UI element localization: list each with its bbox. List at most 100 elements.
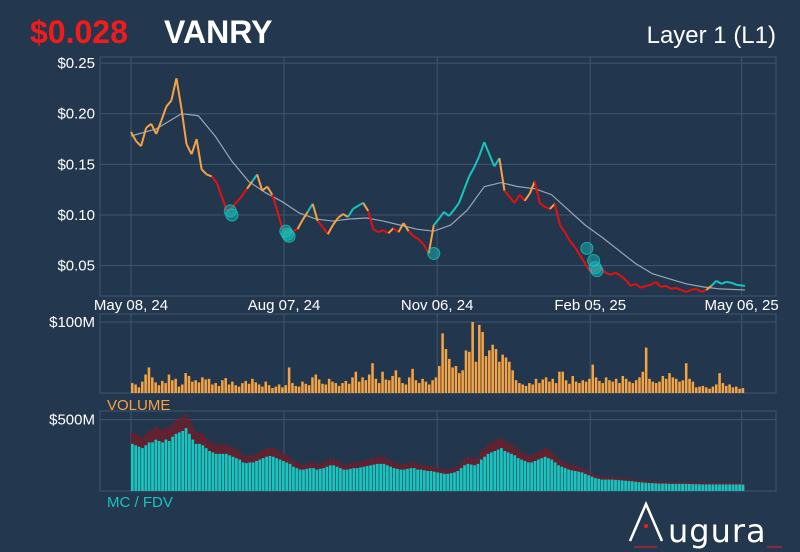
mc-bar: [332, 465, 336, 491]
mc-bar: [446, 473, 450, 491]
volume-bar: [307, 385, 311, 393]
mc-bar: [281, 461, 285, 491]
price-segment: [347, 208, 354, 218]
volume-bar: [361, 377, 364, 393]
volume-bar: [741, 388, 745, 393]
mc-bar: [674, 483, 678, 491]
volume-bar: [377, 383, 381, 393]
price-segment: [539, 202, 546, 208]
price-segment: [605, 271, 611, 276]
price-segment: [130, 131, 137, 142]
mc-bar: [396, 468, 399, 491]
mc-bar: [644, 482, 648, 491]
mc-bar: [490, 452, 493, 491]
volume-bar: [724, 385, 728, 393]
volume-bar: [721, 383, 725, 393]
volume-bar: [678, 381, 681, 393]
price-segment: [135, 140, 142, 147]
price-segment: [337, 213, 344, 219]
volume-bar: [321, 383, 324, 393]
volume-chart: $100M VOLUME: [49, 313, 777, 414]
price-segment: [362, 202, 370, 212]
price-segment: [553, 203, 561, 226]
volume-bar: [384, 379, 388, 393]
mc-bar: [298, 469, 302, 491]
mc-bar: [355, 468, 359, 491]
volume-bar: [417, 383, 421, 393]
mc-bar: [439, 473, 443, 491]
price-segment: [266, 186, 274, 196]
price-plot-area: [99, 56, 777, 297]
mc-bar: [614, 479, 617, 491]
volume-bar: [141, 381, 144, 393]
mc-bar: [627, 481, 631, 491]
volume-bar: [594, 377, 598, 393]
price-segment: [468, 166, 476, 177]
mc-bar: [224, 453, 228, 491]
mc-bar: [174, 433, 178, 491]
mc-bar: [258, 459, 262, 491]
price-segment: [670, 286, 677, 290]
moving-average-line: [130, 113, 746, 291]
volume-bar: [214, 383, 217, 393]
volume-bar: [201, 377, 204, 393]
mc-bar: [456, 471, 460, 491]
brand-name: ugura: [668, 512, 767, 550]
price-segment: [483, 141, 491, 155]
volume-bar: [187, 375, 191, 393]
volume-bar: [438, 366, 441, 393]
mc-bar: [698, 484, 701, 491]
mc-bar: [362, 466, 366, 491]
mc-bar: [312, 468, 315, 491]
volume-bar: [291, 383, 294, 393]
mc-bar: [547, 458, 550, 491]
mc-bar: [731, 484, 735, 491]
mc-bar: [486, 453, 490, 491]
mc-bar: [137, 446, 141, 491]
volume-bar: [351, 377, 354, 393]
mc-bar: [204, 448, 208, 491]
price-segment: [635, 283, 642, 289]
volume-bar: [261, 386, 264, 393]
volume-bar: [454, 366, 458, 393]
price-segment: [357, 201, 364, 207]
mc-bar: [275, 458, 279, 491]
mc-bar: [177, 432, 181, 491]
volume-bar: [144, 374, 147, 393]
signal-marker: [590, 264, 604, 278]
mc-bar: [681, 483, 685, 491]
volume-bar: [474, 361, 478, 393]
mc-bar: [600, 479, 604, 491]
price-segment: [311, 203, 319, 222]
price-segment: [705, 285, 712, 291]
volume-bar: [561, 371, 565, 393]
mc-bar: [315, 469, 319, 491]
volume-bar: [591, 364, 595, 393]
price-segment: [352, 205, 359, 210]
volume-bar: [528, 383, 531, 393]
volume-bar: [538, 383, 541, 393]
mc-bar: [241, 462, 245, 491]
mc-bar: [513, 455, 517, 491]
volume-bar: [618, 383, 621, 393]
signal-marker: [282, 229, 296, 243]
volume-bar: [154, 382, 157, 393]
volume-bar: [654, 383, 658, 393]
volume-bar: [621, 375, 625, 393]
price-segment: [715, 279, 722, 285]
price-y-tick: $0.15: [57, 156, 95, 173]
mc-bar: [661, 483, 664, 491]
price-segment: [246, 180, 253, 190]
volume-bar: [558, 371, 561, 393]
price-segment: [180, 108, 188, 145]
mc-bar: [402, 469, 406, 491]
price-segment: [533, 181, 541, 204]
mc-bar: [379, 463, 383, 491]
volume-bar: [608, 380, 611, 393]
mc-bar: [724, 484, 728, 491]
price-segment: [332, 217, 339, 226]
volume-bar: [241, 383, 244, 393]
volume-bar: [521, 384, 524, 393]
mc-bar: [208, 451, 211, 491]
volume-bar: [524, 385, 528, 393]
